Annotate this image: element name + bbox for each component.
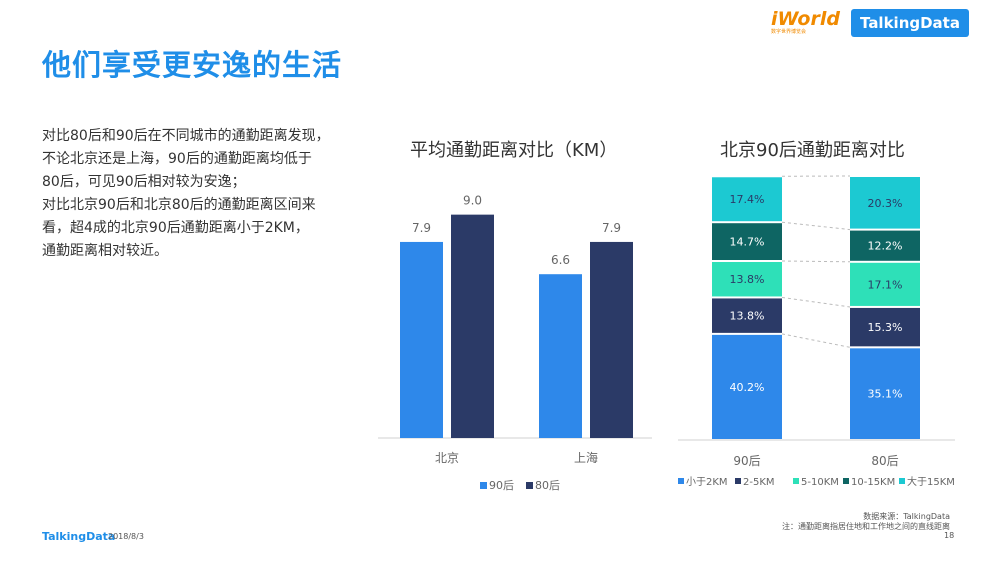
stacked-connector [781,333,851,348]
legend-swatch-90后 [480,482,487,489]
data-source-note: 数据来源：TalkingData 注：通勤距离指居住地和工作地之间的直线距离 [700,512,950,532]
bar-北京-90后 [400,241,443,438]
iworld-logo-text: iWorld [771,8,840,30]
stacked-value-label: 17.4% [730,193,765,206]
legend-label: 10-15KM [851,477,895,488]
stacked-segment-80后-小于2KM [850,348,920,439]
iworld-logo-subtext: 数字世界博览会 [771,29,807,35]
stacked-value-label: 15.3% [868,321,903,334]
legend-swatch-大于15KM [899,478,905,484]
legend-swatch-2-5KM [735,478,741,484]
stacked-value-label: 35.1% [868,388,903,401]
page-title: 他们享受更安逸的生活 [42,48,343,82]
bar-上海-80后 [590,241,633,438]
stacked-segment-80后-大于15KM [850,177,920,229]
stacked-segment-90后-大于15KM [712,177,782,222]
bar-category-label: 北京 [435,451,459,465]
footer-logo: TalkingData [42,530,116,543]
stacked-value-label: 17.1% [868,278,903,291]
bar-value-label: 6.6 [551,253,570,267]
legend-label: 小于2KM [686,476,728,488]
distance-note: 注：通勤距离指居住地和工作地之间的直线距离 [782,522,950,531]
stacked-connector [781,221,851,231]
stacked-segment-90后-5-10KM [712,262,782,297]
legend-swatch-80后 [526,482,533,489]
data-source: 数据来源：TalkingData [863,512,950,521]
bar-value-label: 7.9 [602,221,621,235]
stacked-connector [781,296,851,308]
bar-上海-90后 [539,274,582,438]
legend-label: 90后 [489,479,514,492]
summary-line: 80后，可见90后相对较为安逸； [42,174,246,190]
stacked-segment-80后-5-10KM [850,262,920,306]
stacked-chart-title: 北京90后通勤距离对比 [720,140,905,161]
summary-line: 对比80后和90后在不同城市的通勤距离发现， [42,128,330,144]
legend-swatch-小于2KM [678,478,684,484]
stacked-value-label: 40.2% [730,381,765,394]
stacked-segment-90后-10-15KM [712,223,782,261]
summary-line: 不论北京还是上海，90后的通勤距离均低于 [42,151,312,167]
summary-line: 看，超4成的北京90后通勤距离小于2KM， [42,220,309,236]
stacked-segment-80后-2-5KM [850,307,920,347]
bar-value-label: 7.9 [412,221,431,235]
legend-label: 大于15KM [907,475,955,488]
bar-chart-title: 平均通勤距离对比（KM） [410,140,618,161]
legend-label: 80后 [535,479,560,492]
page-number: 18 [944,531,955,540]
stacked-value-label: 12.2% [868,240,903,253]
stacked-connector [781,260,851,263]
stacked-segment-90后-小于2KM [712,334,782,439]
iworld-logo: iWorld 数字世界博览会 [771,9,841,39]
bar-category-label: 上海 [574,450,598,465]
stacked-category-label: 90后 [733,454,760,468]
legend-label: 5-10KM [801,477,839,488]
bar-北京-80后 [451,214,494,438]
summary-line: 对比北京90后和北京80后的通勤距离区间来 [42,197,316,213]
summary-text: 对比80后和90后在不同城市的通勤距离发现， 不论北京还是上海，90后的通勤距离… [42,125,372,263]
stacked-value-label: 13.8% [730,273,765,286]
stacked-segment-90后-2-5KM [712,298,782,333]
stacked-segment-80后-10-15KM [850,230,920,261]
stacked-value-label: 13.8% [730,310,765,323]
talkingdata-logo: TalkingData [851,9,969,37]
stacked-value-label: 14.7% [730,236,765,249]
legend-swatch-10-15KM [843,478,849,484]
legend-label: 2-5KM [743,477,775,488]
stacked-category-label: 80后 [871,454,898,468]
footer-date: 2018/8/3 [108,532,144,541]
legend-swatch-5-10KM [793,478,799,484]
bar-value-label: 9.0 [463,194,482,208]
stacked-value-label: 20.3% [868,197,903,210]
summary-line: 通勤距离相对较近。 [42,243,168,259]
